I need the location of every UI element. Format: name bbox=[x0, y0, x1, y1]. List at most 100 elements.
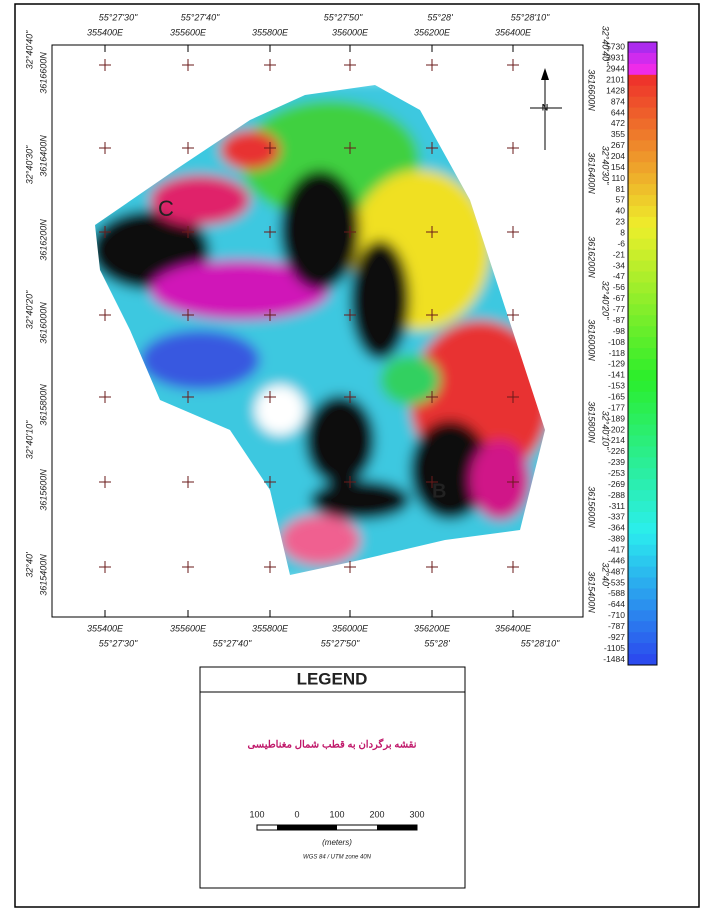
utm-label: 3616600N bbox=[38, 52, 48, 94]
utm-label: 3615400N bbox=[38, 554, 48, 596]
utm-label: 3616000N bbox=[38, 302, 48, 344]
colorbar-swatch bbox=[628, 610, 657, 621]
colorbar-swatch bbox=[628, 425, 657, 436]
utm-label: 356000E bbox=[332, 27, 369, 37]
colorbar-label: -56 bbox=[613, 282, 626, 292]
colorbar-swatch bbox=[628, 239, 657, 250]
colorbar-swatch bbox=[628, 75, 657, 86]
colorbar-swatch bbox=[628, 140, 657, 151]
utm-label: 356200E bbox=[414, 27, 451, 37]
colorbar-label: -6 bbox=[617, 238, 625, 248]
colorbar-swatch bbox=[628, 119, 657, 130]
lat-label: 32°40'20" bbox=[601, 281, 611, 320]
colorbar-swatch bbox=[628, 534, 657, 545]
lon-label: 55°28'10" bbox=[521, 638, 560, 648]
colorbar-label: -189 bbox=[608, 413, 625, 423]
lat-label: 32°40' bbox=[24, 552, 34, 578]
utm-label: 355400E bbox=[87, 623, 124, 633]
colorbar-label: 40 bbox=[616, 206, 626, 216]
colorbar-swatch bbox=[628, 304, 657, 315]
lon-label: 55°27'30" bbox=[99, 638, 138, 648]
colorbar-label: -21 bbox=[613, 249, 626, 259]
colorbar-swatch bbox=[628, 53, 657, 64]
utm-label: 3616000N bbox=[587, 319, 597, 361]
utm-label: 3616400N bbox=[38, 135, 48, 177]
utm-label: 355800E bbox=[252, 27, 289, 37]
lon-label: 55°27'30" bbox=[99, 12, 138, 22]
colorbar-swatch bbox=[628, 64, 657, 75]
utm-label: 355600E bbox=[170, 27, 207, 37]
colorbar-swatch bbox=[628, 250, 657, 261]
scale-label: 300 bbox=[409, 809, 424, 819]
colorbar-label: -34 bbox=[613, 260, 626, 270]
lon-label: 55°28' bbox=[427, 12, 453, 22]
colorbar-label: 355 bbox=[611, 129, 625, 139]
colorbar-label: -1105 bbox=[604, 643, 625, 653]
colorbar-swatch bbox=[628, 490, 657, 501]
colorbar-label: 267 bbox=[611, 140, 625, 150]
colorbar-swatch bbox=[628, 468, 657, 479]
colorbar-label: -364 bbox=[608, 523, 625, 533]
colorbar-swatch bbox=[628, 162, 657, 173]
colorbar-swatch bbox=[628, 457, 657, 468]
scale-label: 200 bbox=[369, 809, 384, 819]
colorbar-label: 874 bbox=[611, 96, 625, 106]
colorbar-swatch bbox=[628, 556, 657, 567]
colorbar-swatch bbox=[628, 501, 657, 512]
lon-label: 55°27'40" bbox=[181, 12, 220, 22]
utm-label: 3615400N bbox=[587, 571, 597, 613]
utm-label: 3615800N bbox=[587, 401, 597, 443]
lon-label: 55°27'40" bbox=[213, 638, 252, 648]
lat-label: 32°40'40" bbox=[24, 30, 34, 69]
scale-label: 100 bbox=[329, 809, 344, 819]
colorbar-label: -311 bbox=[609, 501, 626, 511]
colorbar-label: 644 bbox=[611, 107, 625, 117]
utm-label: 356000E bbox=[332, 623, 369, 633]
colorbar-label: 5730 bbox=[606, 42, 625, 52]
colorbar-swatch bbox=[628, 567, 657, 578]
colorbar-label: 472 bbox=[611, 118, 625, 128]
colorbar-swatch bbox=[628, 479, 657, 490]
colorbar-label: -153 bbox=[608, 381, 625, 391]
colorbar-label: -337 bbox=[608, 512, 625, 522]
utm-label: 356200E bbox=[414, 623, 451, 633]
colorbar-swatch bbox=[628, 282, 657, 293]
colorbar-swatch bbox=[628, 446, 657, 457]
colorbar-label: -239 bbox=[608, 457, 625, 467]
utm-label: 3616400N bbox=[587, 152, 597, 194]
lon-label: 55°27'50" bbox=[321, 638, 360, 648]
colorbar-label: -141 bbox=[608, 370, 625, 380]
legend-text: نقشه برگردان به قطب شمال مغناطیسی bbox=[247, 738, 416, 751]
colorbar-label: 154 bbox=[611, 162, 625, 172]
colorbar-swatch bbox=[628, 326, 657, 337]
colorbar-swatch bbox=[628, 654, 657, 665]
colorbar-swatch bbox=[628, 272, 657, 283]
colorbar-label: 81 bbox=[616, 184, 626, 194]
colorbar-swatch bbox=[628, 435, 657, 446]
colorbar-label: -487 bbox=[608, 566, 625, 576]
utm-label: 3615800N bbox=[38, 384, 48, 426]
north-arrow: N bbox=[530, 68, 562, 150]
colorbar-label: -446 bbox=[608, 555, 625, 565]
colorbar-label: -535 bbox=[608, 577, 625, 587]
colorbar-label: -77 bbox=[613, 304, 626, 314]
colorbar-label: -588 bbox=[608, 588, 625, 598]
colorbar-label: -129 bbox=[608, 359, 625, 369]
annotation: B bbox=[432, 480, 446, 502]
scale-label: 0 bbox=[294, 809, 299, 819]
legend-box: LEGEND نقشه برگردان به قطب شمال مغناطیسی… bbox=[200, 667, 465, 888]
colorbar-swatch bbox=[628, 217, 657, 228]
utm-label: 355800E bbox=[252, 623, 289, 633]
colorbar-swatch bbox=[628, 392, 657, 403]
colorbar-label: -118 bbox=[609, 348, 626, 358]
colorbar-swatch bbox=[628, 632, 657, 643]
colorbar-label: -165 bbox=[608, 391, 625, 401]
datum: WGS 84 / UTM zone 40N bbox=[303, 855, 372, 861]
colorbar-swatch bbox=[628, 337, 657, 348]
utm-label: 3616200N bbox=[38, 219, 48, 261]
colorbar-swatch bbox=[628, 293, 657, 304]
colorbar-label: 23 bbox=[616, 217, 626, 227]
colorbar-swatch bbox=[628, 578, 657, 589]
colorbar-label: -177 bbox=[608, 402, 625, 412]
colorbar-label: -288 bbox=[608, 490, 625, 500]
